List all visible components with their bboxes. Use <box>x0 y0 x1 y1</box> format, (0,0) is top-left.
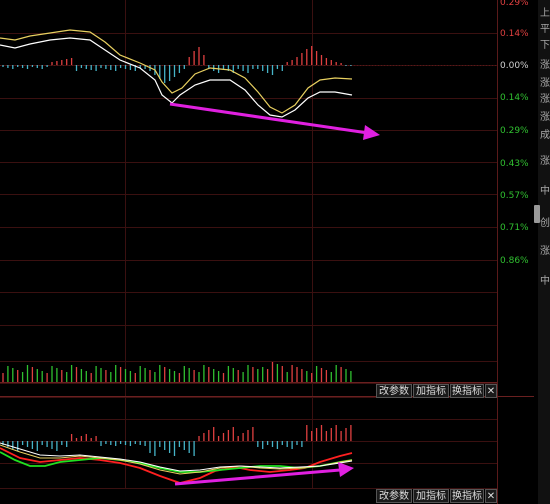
axis-label: 0.43% <box>500 159 529 169</box>
arrow-head <box>338 462 354 477</box>
axis-label: 0.00% <box>500 61 529 71</box>
axis-label: 0.71% <box>500 223 529 233</box>
side-panel-label: 中 <box>540 186 550 197</box>
volume-histogram <box>2 362 352 382</box>
close-icon[interactable]: ✕ <box>485 384 497 398</box>
axis-label: 0.57% <box>500 191 529 201</box>
modify-params-button[interactable]: 改参数 <box>376 384 412 398</box>
stock-chart: 0.29% 0.14% 0.00% 0.14% 0.29% 0.43% 0.57% 0.71%… <box>0 0 534 504</box>
indicator-line-white <box>0 442 353 472</box>
price-axis: 0.29% 0.14% 0.00% 0.14% 0.29% 0.43% 0.57% 0.71%… <box>500 0 529 266</box>
divergence-arrow-up <box>174 462 354 486</box>
side-panel <box>538 0 550 504</box>
macd-histogram-bottom <box>2 425 352 456</box>
price-line-yellow <box>0 29 353 114</box>
arrow-head <box>363 125 380 140</box>
switch-indicator-button[interactable]: 换指标 <box>450 489 484 503</box>
switch-indicator-button[interactable]: 换指标 <box>450 384 484 398</box>
side-panel-label: 创 <box>540 218 550 229</box>
side-panel-label: 涨 <box>540 246 550 257</box>
axis-label: 0.29% <box>500 126 529 136</box>
axis-label-top: 0.29% <box>500 0 529 8</box>
price-line-white <box>0 37 353 118</box>
axis-label: 0.14% <box>500 93 529 103</box>
indicator-line-red <box>0 447 353 484</box>
divergence-arrow-down <box>169 102 380 140</box>
add-indicator-button[interactable]: 加指标 <box>413 489 449 503</box>
collapse-handle[interactable] <box>534 205 540 223</box>
side-panel-label: 涨 <box>540 60 550 71</box>
macd-histogram-top <box>2 46 352 83</box>
arrow-shaft <box>169 102 369 135</box>
side-panel-label: 平 <box>540 24 550 35</box>
side-panel-label: 上 <box>540 8 550 19</box>
side-panel-label: 中 <box>540 276 550 287</box>
side-panel-label: 成 <box>540 130 550 141</box>
modify-params-button[interactable]: 改参数 <box>376 489 412 503</box>
side-panel-label: 涨 <box>540 156 550 167</box>
indicator-line-yellow <box>0 444 353 475</box>
side-panel-label: 涨 <box>540 112 550 123</box>
close-icon[interactable]: ✕ <box>485 489 497 503</box>
arrow-shaft <box>174 468 341 486</box>
side-panel-label: 下 <box>540 40 550 51</box>
add-indicator-button[interactable]: 加指标 <box>413 384 449 398</box>
axis-label: 0.86% <box>500 256 529 266</box>
side-panel-label: 涨 <box>540 94 550 105</box>
axis-label: 0.14% <box>500 29 529 39</box>
side-panel-label: 涨 <box>540 78 550 89</box>
